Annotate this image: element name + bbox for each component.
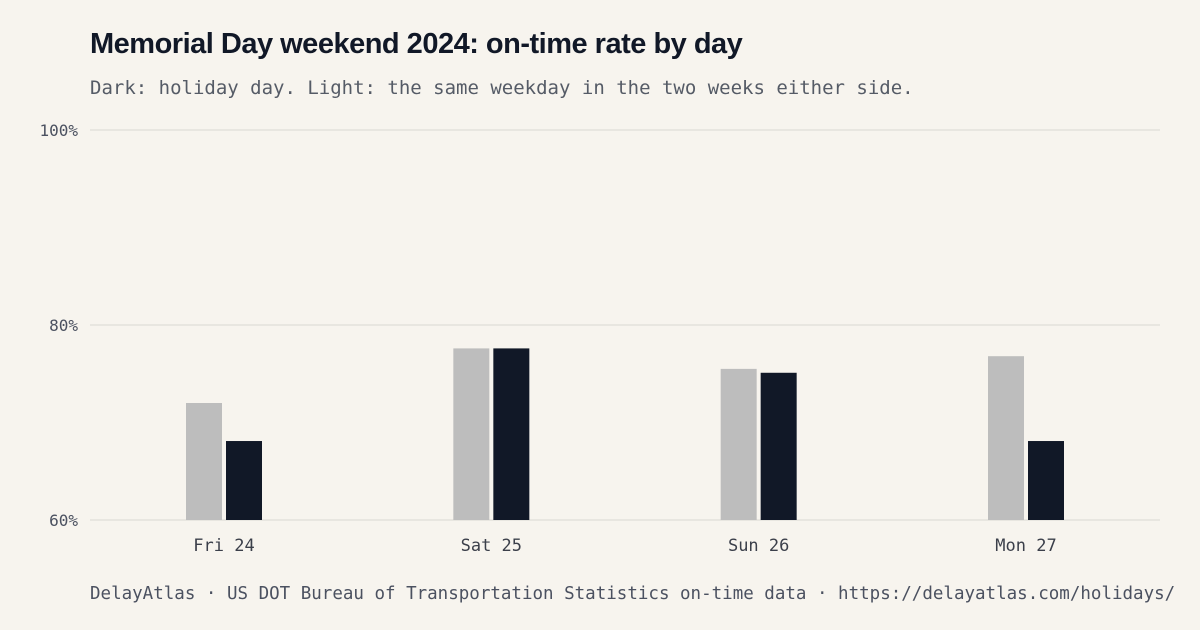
y-tick-label: 100% bbox=[39, 121, 78, 140]
y-tick-label: 80% bbox=[49, 316, 78, 335]
bar-baseline-1 bbox=[453, 348, 490, 520]
bar-holiday-2 bbox=[760, 372, 797, 520]
bar-baseline-2 bbox=[720, 368, 757, 520]
y-axis-ticks: 60% 80% 100% bbox=[39, 121, 78, 530]
x-tick-label: Sat 25 bbox=[461, 536, 522, 556]
source-note: DelayAtlas · US DOT Bureau of Transporta… bbox=[90, 584, 1176, 604]
x-tick-label: Fri 24 bbox=[193, 536, 254, 556]
y-tick-label: 60% bbox=[49, 511, 78, 530]
chart-subtitle: Dark: holiday day. Light: the same weekd… bbox=[90, 77, 914, 99]
bar-holiday-0 bbox=[226, 441, 262, 520]
bar-baseline-0 bbox=[186, 403, 222, 520]
x-axis-ticks: Fri 24 Sat 25 Sun 26 Mon 27 bbox=[193, 536, 1056, 556]
x-tick-label: Sun 26 bbox=[728, 536, 789, 556]
bar-holiday-3 bbox=[1028, 441, 1064, 520]
bar-holiday-1 bbox=[493, 348, 530, 520]
bars bbox=[186, 348, 1064, 520]
bar-baseline-3 bbox=[988, 356, 1024, 520]
x-tick-label: Mon 27 bbox=[995, 536, 1056, 556]
gridlines bbox=[90, 129, 1160, 521]
chart-title: Memorial Day weekend 2024: on-time rate … bbox=[90, 28, 743, 60]
